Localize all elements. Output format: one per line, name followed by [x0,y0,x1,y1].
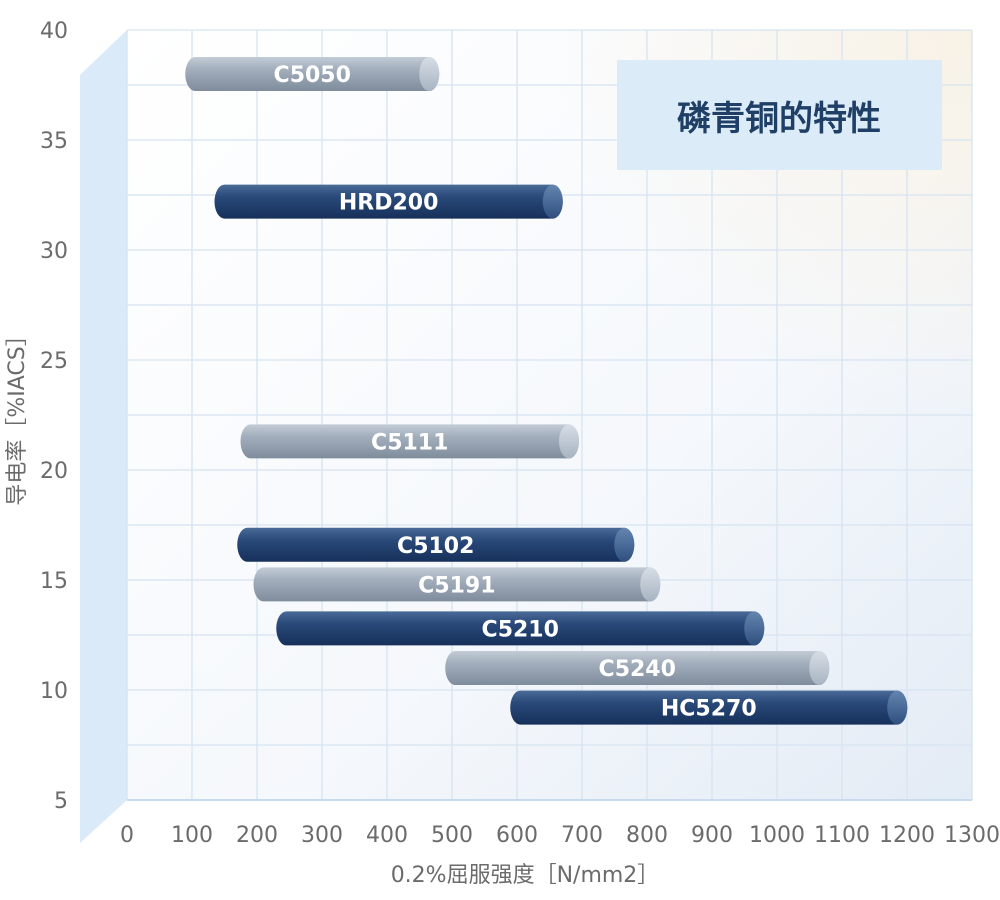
x-tick-label: 400 [366,823,408,848]
x-tick-labels: 0 100 200 300 400 500 600 700 800 900 1000 1100 1200… [120,823,1000,848]
x-tick-label: 1100 [814,823,870,848]
x-axis-title: 0.2%屈服强度［N/mm2］ [391,863,660,888]
x-tick-label: 600 [496,823,538,848]
chart-title: 磷青铜的特性 [677,99,881,139]
y-tick-label: 5 [54,789,68,814]
y-tick-label: 15 [40,569,68,594]
y-tick-label: 10 [40,679,68,704]
bar-hc5270: HC5270 [510,690,908,725]
x-tick-label: 1000 [749,823,805,848]
bar-body [240,424,580,459]
bar-body [510,690,908,725]
bar-c5111: C5111 [240,424,580,459]
bar-end-cap [614,527,635,562]
bar-c5102: C5102 [237,527,635,562]
y-axis-title: 导电率［%IACS］ [5,324,30,505]
bar-body [237,527,635,562]
x-tick-label: 800 [626,823,668,848]
bar-label: C5191 [418,573,495,598]
bar-end-cap [744,611,765,646]
title-box [617,60,942,170]
x-tick-label: 0 [120,823,134,848]
bar-label: C5240 [599,657,676,682]
y-tick-label: 20 [40,459,68,484]
bar-label: C5050 [274,63,351,88]
bar-label: C5111 [371,430,448,455]
x-tick-label: 100 [171,823,213,848]
bar-end-cap [809,651,830,685]
bar-end-cap [419,57,440,91]
x-tick-label: 900 [691,823,733,848]
bar-c5050: C5050 [185,57,440,91]
y-tick-label: 40 [40,19,68,44]
bar-label: C5102 [397,534,474,559]
bar-label: HRD200 [339,191,439,216]
x-tick-label: 500 [431,823,473,848]
bar-hrd200: HRD200 [214,184,563,219]
bar-body [276,611,765,646]
bar-end-cap [542,184,563,219]
bar-label: C5210 [482,617,559,642]
x-tick-label: 300 [301,823,343,848]
x-tick-label: 1300 [944,823,1000,848]
side-wall [80,30,127,843]
x-tick-label: 700 [561,823,603,848]
bar-c5191: C5191 [253,567,661,602]
y-tick-label: 35 [40,129,68,154]
y-tick-label: 25 [40,349,68,374]
y-tick-labels: 5 10 15 20 25 30 35 40 [40,19,68,814]
bar-end-cap [640,567,661,602]
x-tick-label: 1200 [879,823,935,848]
bar-c5240: C5240 [445,651,830,685]
bar-body [185,57,440,91]
bar-c5210: C5210 [276,611,765,646]
bars: C5050 HRD200 C5111 C5102 C5191 C5210 C5240 HC52… [185,57,908,725]
bar-body [253,567,661,602]
bar-end-cap [559,424,579,459]
bar-body [445,651,830,685]
bar-label: HC5270 [661,697,757,722]
y-tick-label: 30 [40,239,68,264]
bar-end-cap [887,690,908,725]
bar-body [214,184,563,219]
x-tick-label: 200 [236,823,278,848]
